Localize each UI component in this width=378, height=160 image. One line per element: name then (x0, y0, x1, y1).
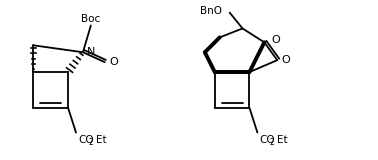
Text: Et: Et (96, 136, 107, 145)
Text: BnO: BnO (200, 6, 222, 16)
Text: O: O (109, 57, 118, 67)
Text: Boc: Boc (81, 14, 101, 24)
Text: Et: Et (277, 136, 288, 145)
Text: O: O (282, 55, 291, 65)
Text: CO: CO (78, 136, 94, 145)
Text: CO: CO (259, 136, 275, 145)
Text: O: O (271, 35, 280, 45)
Text: N: N (87, 47, 95, 57)
Text: 2: 2 (88, 138, 93, 147)
Text: 2: 2 (270, 138, 275, 147)
